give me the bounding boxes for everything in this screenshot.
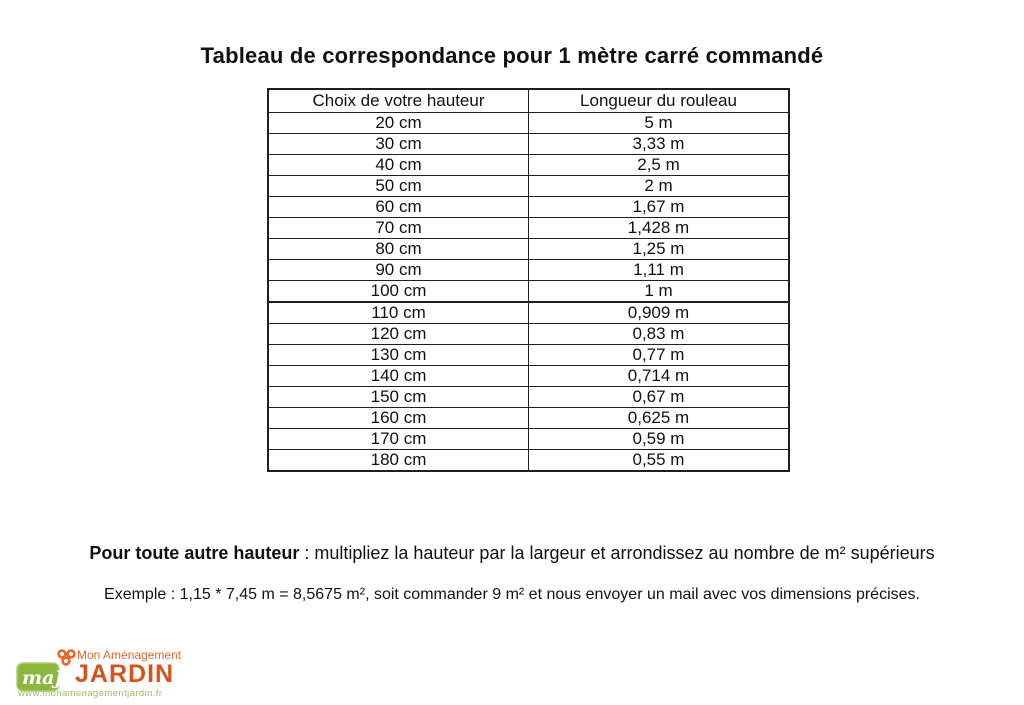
- table-cell-length: 1,11 m: [528, 258, 790, 281]
- table-cell-length: 0,83 m: [528, 322, 790, 345]
- table-cell-length: 5 m: [528, 111, 790, 134]
- table-cell-length: 1,428 m: [528, 216, 790, 239]
- svg-text:maJ: maJ: [22, 667, 60, 689]
- table-cell-height: 100 cm: [267, 279, 529, 302]
- table-cell-height: 70 cm: [267, 216, 529, 239]
- table-cell-height: 110 cm: [267, 300, 529, 324]
- table-header-row: Choix de votre hauteur Longueur du roule…: [267, 88, 790, 113]
- conversion-table-wrap: Choix de votre hauteur Longueur du roule…: [267, 88, 790, 472]
- table-cell-length: 1,67 m: [528, 195, 790, 218]
- page-title: Tableau de correspondance pour 1 mètre c…: [200, 43, 824, 68]
- note-bold-lead: Pour toute autre hauteur: [89, 543, 300, 563]
- table-row: 180 cm 0,55 m: [267, 448, 790, 471]
- table-cell-length: 0,77 m: [528, 343, 790, 366]
- note-rest: : multipliez la hauteur par la largeur e…: [299, 543, 935, 563]
- table-cell-length: 0,55 m: [528, 448, 790, 471]
- table-row: 120 cm 0,83 m: [267, 322, 790, 345]
- column-header-length: Longueur du rouleau: [528, 88, 790, 113]
- table-row: 60 cm 1,67 m: [267, 195, 790, 218]
- table-cell-height: 150 cm: [267, 385, 529, 408]
- table-body: 20 cm 5 m 30 cm 3,33 m 40 cm 2,5 m 50 cm 2 m 60 …: [267, 111, 790, 471]
- table-cell-length: 2 m: [528, 174, 790, 197]
- table-cell-length: 1,25 m: [528, 237, 790, 260]
- table-cell-length: 0,909 m: [528, 300, 790, 324]
- table-cell-height: 40 cm: [267, 153, 529, 176]
- table-cell-height: 160 cm: [267, 406, 529, 429]
- table-row: 140 cm 0,714 m: [267, 364, 790, 387]
- table-row: 20 cm 5 m: [267, 111, 790, 134]
- table-row: 90 cm 1,11 m: [267, 258, 790, 281]
- column-header-height: Choix de votre hauteur: [267, 88, 529, 113]
- table-cell-length: 2,5 m: [528, 153, 790, 176]
- conversion-table: Choix de votre hauteur Longueur du roule…: [267, 88, 790, 472]
- example-note: Exemple : 1,15 * 7,45 m = 8,5675 m², soi…: [104, 586, 920, 603]
- table-cell-height: 60 cm: [267, 195, 529, 218]
- table-cell-length: 3,33 m: [528, 132, 790, 155]
- table-cell-length: 0,714 m: [528, 364, 790, 387]
- brand-name-top: Mon Aménagement: [77, 648, 182, 662]
- table-cell-height: 50 cm: [267, 174, 529, 197]
- table-cell-height: 170 cm: [267, 427, 529, 450]
- table-row: 40 cm 2,5 m: [267, 153, 790, 176]
- logo-monogram: maJ: [16, 662, 60, 692]
- table-cell-height: 120 cm: [267, 322, 529, 345]
- table-row: 150 cm 0,67 m: [267, 385, 790, 408]
- table-cell-height: 130 cm: [267, 343, 529, 366]
- table-cell-length: 0,59 m: [528, 427, 790, 450]
- table-cell-height: 90 cm: [267, 258, 529, 281]
- table-cell-height: 30 cm: [267, 132, 529, 155]
- table-cell-height: 20 cm: [267, 111, 529, 134]
- website-url: www.monamenagementjardin.fr: [18, 688, 163, 699]
- table-row: 100 cm 1 m: [267, 279, 790, 302]
- table-cell-height: 140 cm: [267, 364, 529, 387]
- table-row: 170 cm 0,59 m: [267, 427, 790, 450]
- table-row: 130 cm 0,77 m: [267, 343, 790, 366]
- table-row: 80 cm 1,25 m: [267, 237, 790, 260]
- table-cell-height: 180 cm: [267, 448, 529, 471]
- table-row: 50 cm 2 m: [267, 174, 790, 197]
- table-cell-height: 80 cm: [267, 237, 529, 260]
- other-height-note: Pour toute autre hauteur : multipliez la…: [0, 543, 1024, 564]
- clover-icon: [57, 649, 76, 666]
- table-row: 110 cm 0,909 m: [267, 300, 790, 324]
- table-cell-length: 0,625 m: [528, 406, 790, 429]
- table-row: 70 cm 1,428 m: [267, 216, 790, 239]
- brand-logo: maJ Mon Aménagement JARDIN www.monamenag…: [16, 641, 181, 699]
- table-row: 30 cm 3,33 m: [267, 132, 790, 155]
- table-cell-length: 1 m: [528, 279, 790, 302]
- table-cell-length: 0,67 m: [528, 385, 790, 408]
- table-row: 160 cm 0,625 m: [267, 406, 790, 429]
- brand-name-main: JARDIN: [75, 660, 175, 688]
